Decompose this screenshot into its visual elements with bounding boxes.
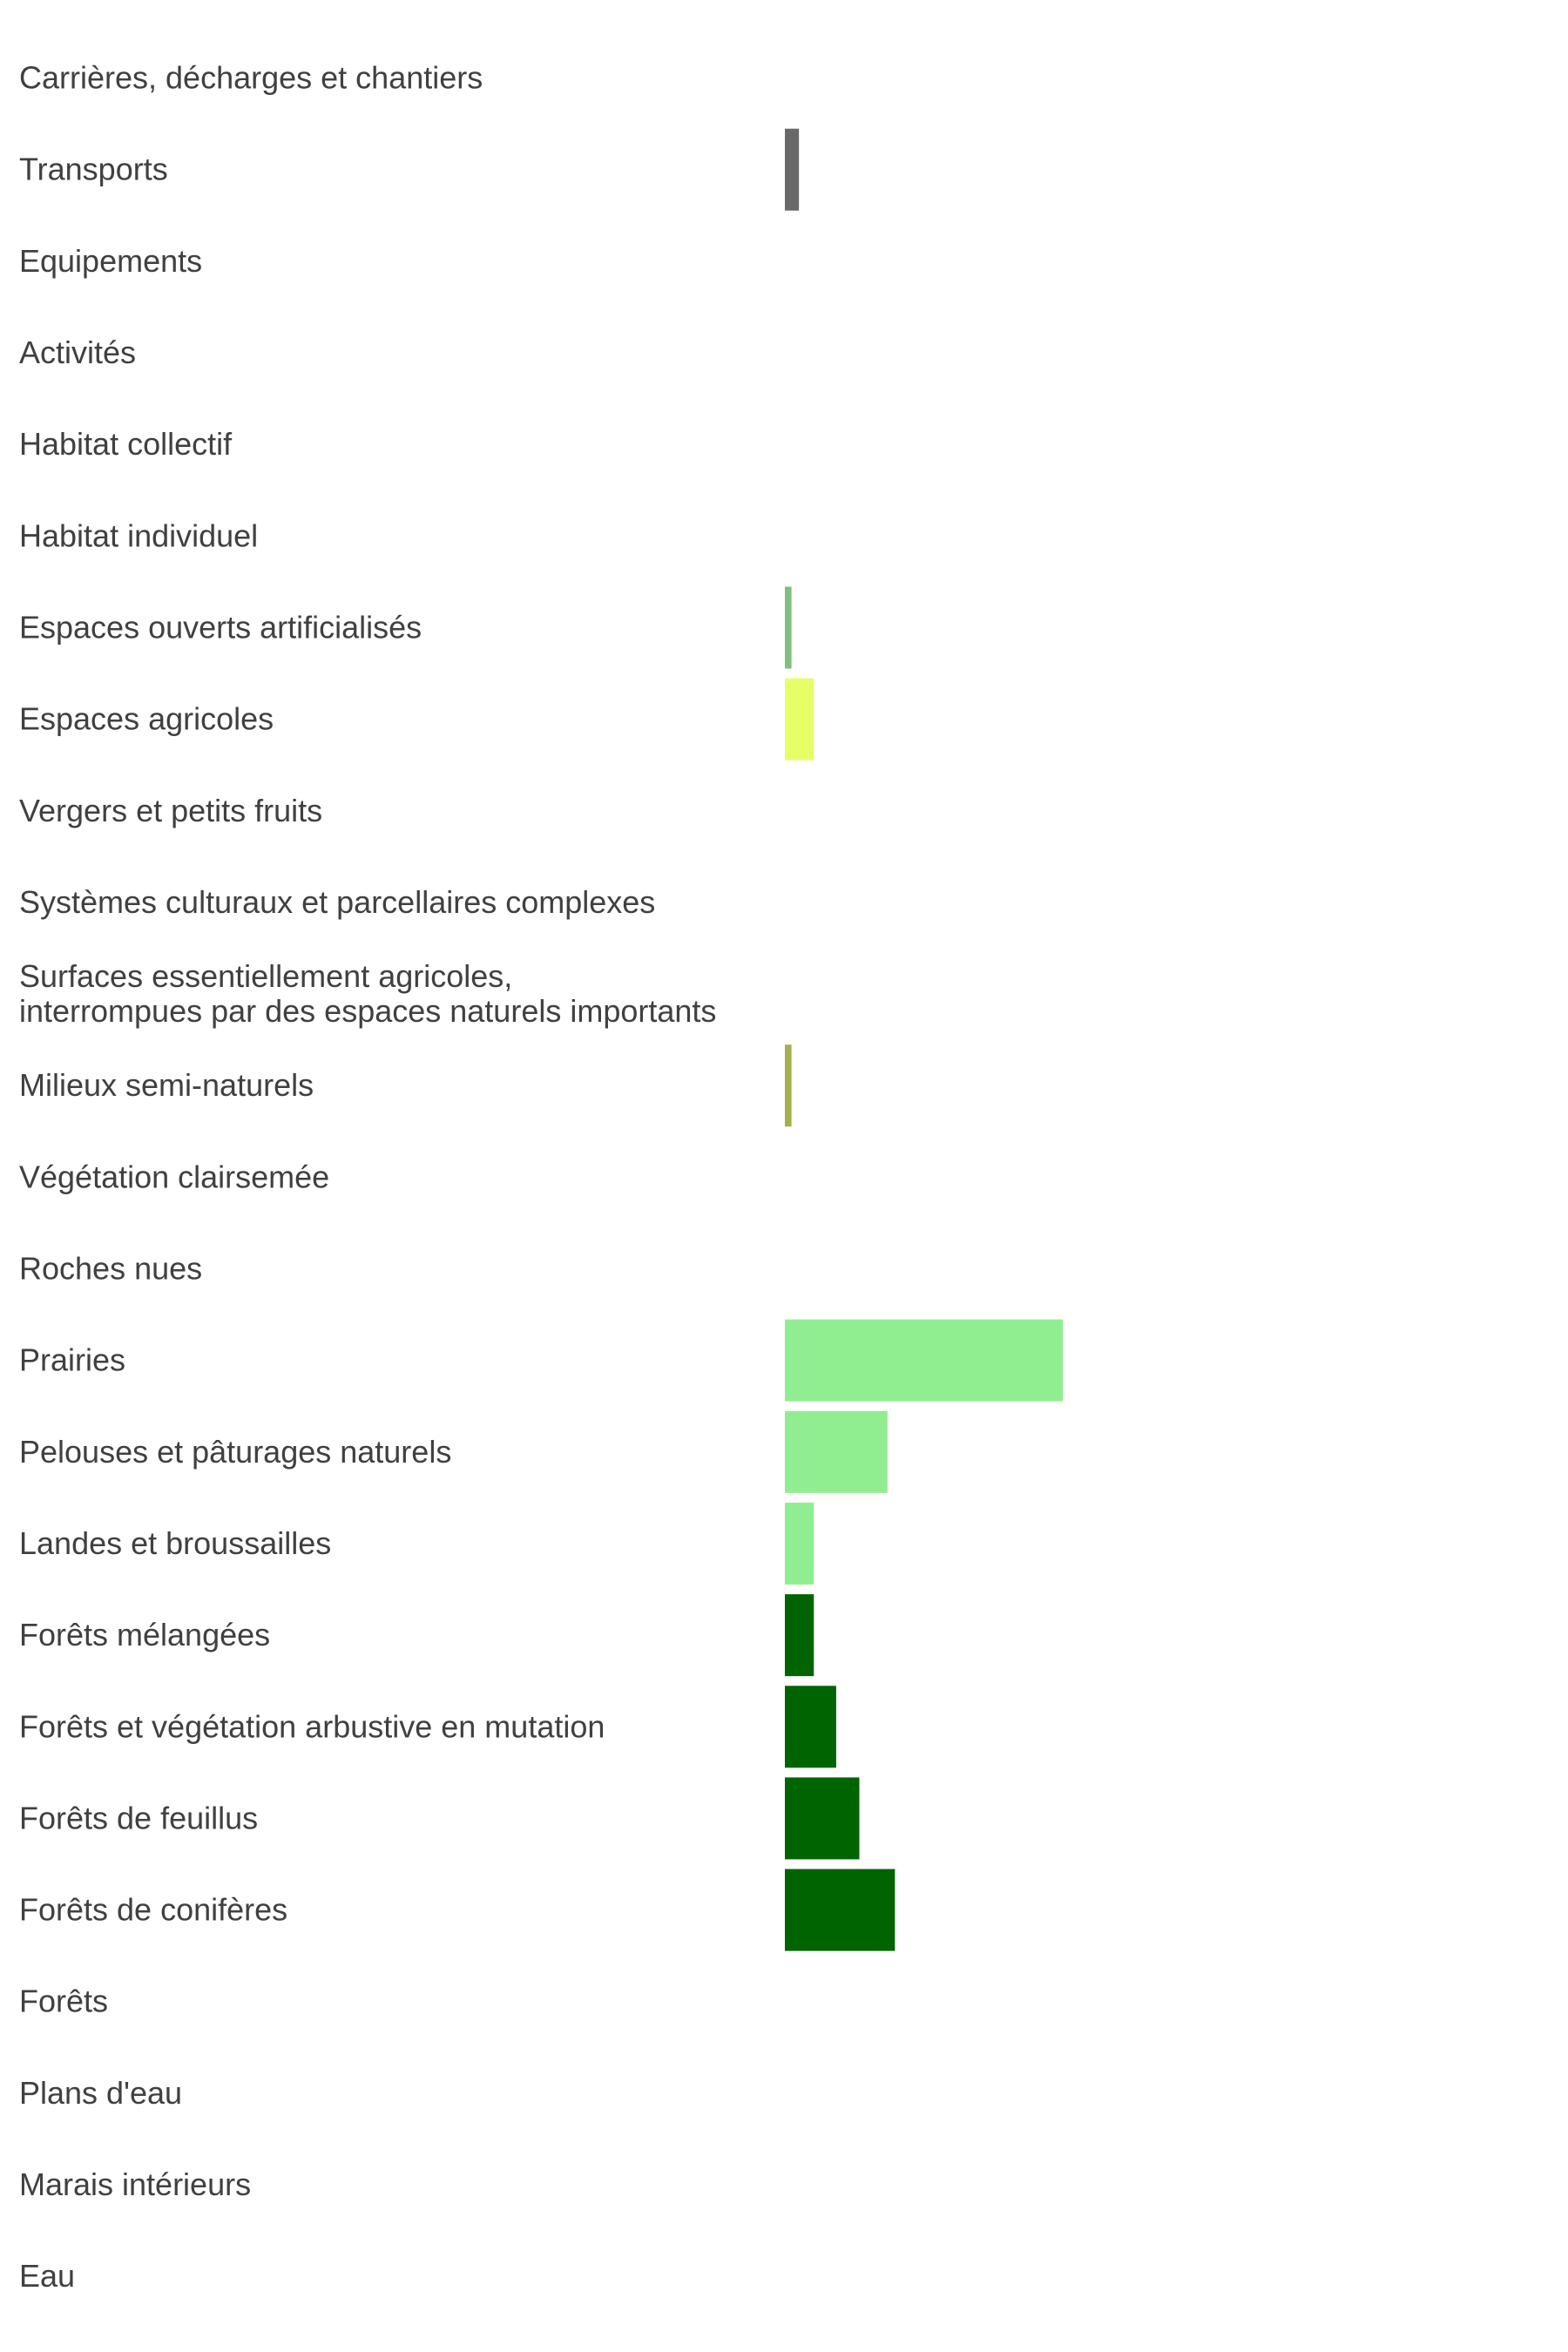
category-label-espaces-ouverts-artificialises: Espaces ouverts artificialisés: [19, 609, 422, 645]
category-label-forets: Forêts: [19, 1984, 108, 2019]
bar-pelouses-et-paturages-naturels: [785, 1410, 888, 1493]
category-label-marais-interieurs: Marais intérieurs: [19, 2166, 251, 2202]
category-label-carrieres-decharges-et-chantiers: Carrières, décharges et chantiers: [19, 60, 483, 96]
category-label-forets-melangees: Forêts mélangées: [19, 1617, 270, 1652]
category-label-pelouses-et-paturages-naturels: Pelouses et pâturages naturels: [19, 1434, 451, 1470]
category-label-vegetation-clairsemee: Végétation clairsemée: [19, 1159, 329, 1194]
category-label-activites: Activités: [19, 335, 136, 370]
category-label-eau: Eau: [19, 2258, 75, 2294]
bar-landes-et-broussailles: [785, 1502, 814, 1585]
category-label-roches-nues: Roches nues: [19, 1251, 202, 1287]
bar-espaces-agricoles: [785, 678, 814, 760]
bars: [785, 128, 1064, 1951]
category-label-forets-de-coniferes: Forêts de conifères: [19, 1892, 287, 1928]
category-label-espaces-agricoles: Espaces agricoles: [19, 701, 274, 737]
category-label-landes-et-broussailles: Landes et broussailles: [19, 1525, 331, 1561]
category-label-plans-d-eau: Plans d'eau: [19, 2075, 182, 2111]
category-label-milieux-semi-naturels: Milieux semi-naturels: [19, 1067, 314, 1103]
bar-espaces-ouverts-artificialises: [785, 586, 792, 669]
bar-forets-de-coniferes: [785, 1869, 896, 1951]
category-label-vergers-et-petits-fruits: Vergers et petits fruits: [19, 793, 322, 828]
category-label-systemes-culturaux-et-parcellaires-complexes: Systèmes culturaux et parcellaires compl…: [19, 884, 655, 920]
category-label-prairies: Prairies: [19, 1342, 125, 1378]
bar-forets-de-feuillus: [785, 1777, 860, 1860]
bar-milieux-semi-naturels: [785, 1044, 792, 1127]
category-label-transports: Transports: [19, 152, 168, 187]
bar-prairies: [785, 1319, 1064, 1402]
category-label-habitat-individuel: Habitat individuel: [19, 517, 258, 553]
category-label-forets-et-vegetation-arbustive-en-mutation: Forêts et végétation arbustive en mutati…: [19, 1708, 605, 1744]
bar-forets-melangees: [785, 1594, 814, 1677]
category-label-equipements: Equipements: [19, 243, 202, 279]
bar-forets-et-vegetation-arbustive-en-mutation: [785, 1686, 836, 1768]
category-label-habitat-collectif: Habitat collectif: [19, 426, 233, 462]
bar-transports: [785, 128, 800, 211]
category-labels: Carrières, décharges et chantiers Transpo…: [19, 60, 716, 2295]
category-label-surfaces-essentiellement-agricoles: Surfaces essentiellement agricoles, inter…: [19, 958, 716, 1029]
category-label-forets-de-feuillus: Forêts de feuillus: [19, 1800, 258, 1835]
